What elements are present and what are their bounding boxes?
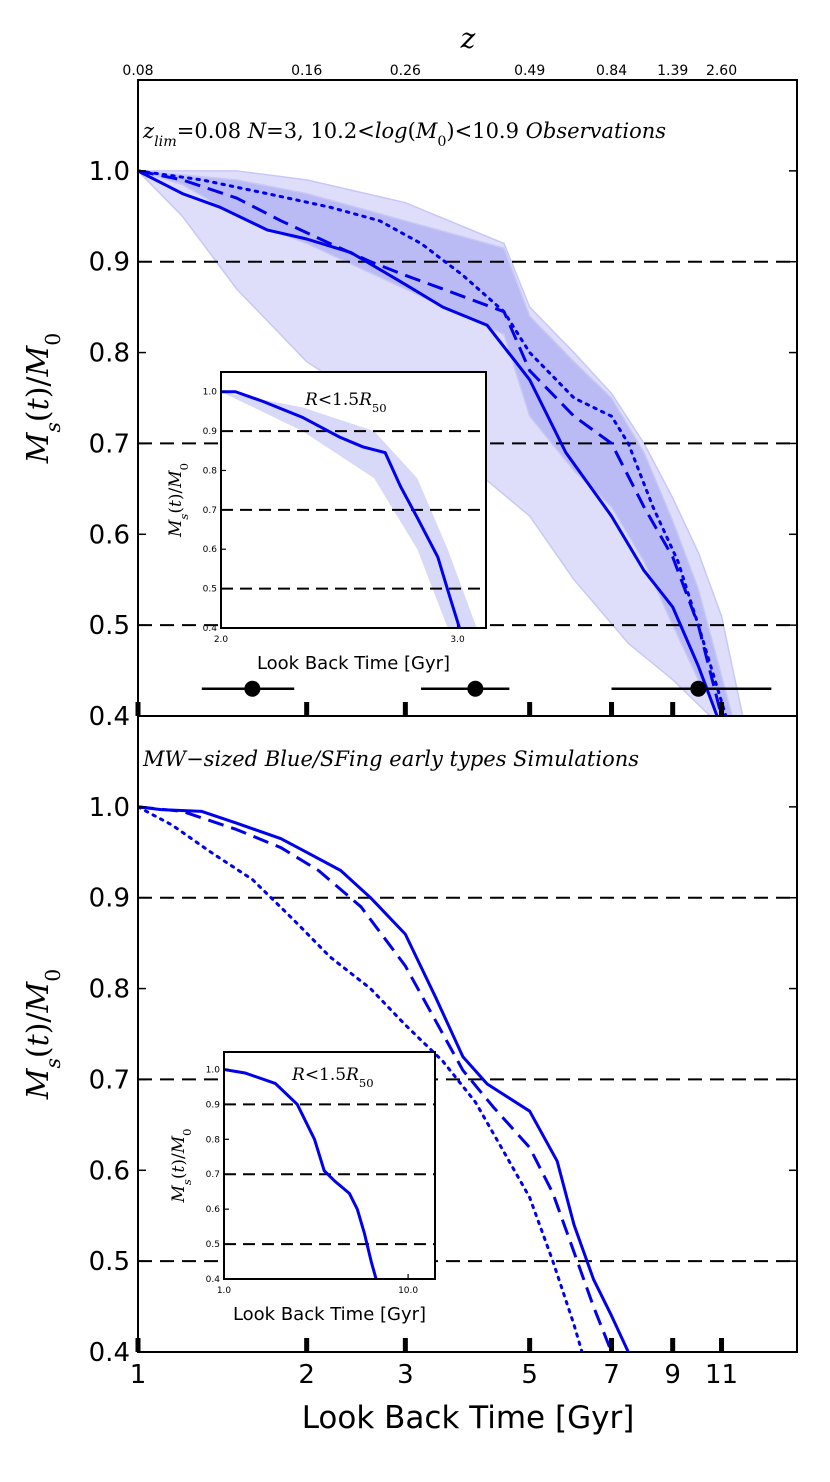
x-tick-label: 5 bbox=[521, 1360, 538, 1390]
x-tick-mark bbox=[402, 702, 408, 716]
series-solid bbox=[138, 169, 719, 716]
y-tick-label: 0.5 bbox=[89, 1247, 130, 1277]
series-dashed bbox=[138, 805, 613, 1352]
x-tick-label: 3 bbox=[397, 1360, 414, 1390]
inset-x-axis-title: Look Back Time [Gyr] bbox=[257, 653, 450, 674]
inset-x-tick-label: 1.0 bbox=[217, 1286, 232, 1296]
inset-annotation: R<1.5R50 bbox=[304, 390, 387, 415]
top-axis-tick-label: 0.16 bbox=[291, 63, 322, 79]
x-tick-mark bbox=[670, 702, 676, 716]
x-axis-title: Look Back Time [Gyr] bbox=[302, 1400, 635, 1436]
inset-y-tick-label: 0.7 bbox=[203, 506, 217, 516]
bottom-panel: 0.4 0.5 0.6 0.7 0.8 0.9 1.0 Ms(t)/M0 MW−sized Bl… bbox=[21, 715, 798, 1368]
error-bar-3 bbox=[611, 680, 772, 697]
inset-y-tick-label: 0.4 bbox=[206, 1275, 221, 1285]
inset-x-tick-label: 10.0 bbox=[398, 1286, 418, 1296]
x-tick-mark bbox=[527, 702, 533, 716]
x-tick-mark bbox=[402, 1338, 408, 1352]
x-tick-mark bbox=[719, 1338, 725, 1352]
inset-y-axis-title: Ms(t)/M0 bbox=[169, 1129, 194, 1204]
top-axis-tick-label: 2.60 bbox=[706, 63, 737, 79]
top-panel: 0.4 0.5 0.6 0.7 0.8 0.9 1.0 Ms(t)/M0 zlim=0.08 N… bbox=[21, 79, 798, 732]
inset-y-tick-label: 1.0 bbox=[203, 388, 218, 398]
y-tick-label: 1.0 bbox=[89, 793, 130, 823]
inset-annotation: R<1.5R50 bbox=[291, 1065, 374, 1090]
y-tick-label: 0.8 bbox=[89, 975, 130, 1005]
inset-x-tick-label: 3.0 bbox=[450, 635, 465, 645]
plot-frame bbox=[137, 715, 798, 1353]
x-tick-label: 9 bbox=[664, 1360, 681, 1390]
plot-area bbox=[138, 805, 797, 1352]
inset-y-tick-label: 0.9 bbox=[206, 1100, 221, 1110]
panel-annotation: zlim=0.08 N=3, 10.2<log(M0)<10.9 Observa… bbox=[142, 119, 666, 150]
top-axis-tick-label: 0.49 bbox=[514, 63, 545, 79]
y-tick-label: 0.5 bbox=[89, 611, 130, 641]
global-labels: z 0.08 0.16 0.26 0.49 0.84 1.39 2.60 1 2 3 5 7 9 11 Loo… bbox=[122, 22, 738, 1436]
series-dashed bbox=[138, 169, 723, 716]
inset-y-tick-label: 0.5 bbox=[206, 1240, 220, 1250]
panel-annotation: MW−sized Blue/SFing early types Simulati… bbox=[142, 747, 639, 771]
inset-y-tick-label: 0.6 bbox=[203, 545, 218, 555]
x-tick-label: 7 bbox=[603, 1360, 620, 1390]
y-tick-label: 0.6 bbox=[89, 1156, 130, 1186]
x-tick-label: 2 bbox=[298, 1360, 315, 1390]
top-axis-tick-label: 0.08 bbox=[122, 63, 153, 79]
x-tick-mark bbox=[609, 1338, 615, 1352]
y-axis-title: Ms(t)/M0 bbox=[21, 969, 65, 1100]
error-bar-point bbox=[467, 680, 484, 697]
series-solid bbox=[138, 805, 630, 1352]
inset-y-axis-title: Ms(t)/M0 bbox=[166, 463, 191, 538]
inset-frame bbox=[220, 371, 487, 629]
y-tick-label: 0.8 bbox=[89, 339, 130, 369]
y-tick-label: 0.7 bbox=[89, 429, 130, 459]
y-tick-label: 1.0 bbox=[89, 157, 130, 187]
inset-y-tick-label: 0.6 bbox=[206, 1205, 221, 1215]
x-tick-mark bbox=[719, 702, 725, 716]
inset-y-tick-label: 0.5 bbox=[203, 585, 217, 595]
top-axis-title: z bbox=[460, 22, 476, 55]
inset-y-tick-label: 0.8 bbox=[206, 1135, 221, 1145]
error-bar-point bbox=[244, 680, 261, 697]
y-tick-label: 0.4 bbox=[89, 702, 130, 732]
inset-y-tick-label: 0.8 bbox=[203, 466, 218, 476]
error-bar-1 bbox=[201, 680, 295, 697]
y-tick-label: 0.9 bbox=[89, 884, 130, 914]
error-bar-2 bbox=[421, 680, 510, 697]
x-tick-mark bbox=[670, 1338, 676, 1352]
inset-plot-area bbox=[224, 1068, 435, 1279]
inset-chart: 0.4 0.5 0.6 0.7 0.8 0.9 1.0 1.0 10.0 Look Back Ti… bbox=[169, 1051, 436, 1325]
y-tick-label: 0.7 bbox=[89, 1065, 130, 1095]
x-tick-mark bbox=[609, 702, 615, 716]
inset-y-tick-label: 0.7 bbox=[206, 1170, 220, 1180]
inset-x-tick-label: 2.0 bbox=[214, 635, 229, 645]
series-dotted bbox=[138, 169, 728, 716]
y-tick-label: 0.6 bbox=[89, 520, 130, 550]
x-tick-mark bbox=[135, 702, 141, 716]
inset-y-tick-label: 0.4 bbox=[203, 624, 218, 634]
top-axis-tick-label: 1.39 bbox=[657, 63, 688, 79]
inset-background bbox=[224, 1052, 435, 1279]
series-dotted bbox=[138, 805, 584, 1352]
inset-series-solid bbox=[221, 390, 461, 628]
y-axis-title: Ms(t)/M0 bbox=[21, 333, 65, 464]
inset-series-solid bbox=[224, 1068, 378, 1279]
x-tick-label: 11 bbox=[705, 1360, 738, 1390]
x-tick-mark bbox=[304, 702, 310, 716]
inset-y-tick-label: 1.0 bbox=[206, 1065, 221, 1075]
inset-y-tick-label: 0.9 bbox=[203, 427, 218, 437]
inset-frame bbox=[223, 1051, 436, 1280]
top-axis-tick-label: 0.26 bbox=[390, 63, 421, 79]
x-tick-mark bbox=[527, 1338, 533, 1352]
inset-plot-area bbox=[221, 390, 486, 628]
x-tick-mark bbox=[135, 1338, 141, 1352]
y-tick-label: 0.9 bbox=[89, 248, 130, 278]
y-tick-label: 0.4 bbox=[89, 1338, 130, 1368]
inset-x-axis-title: Look Back Time [Gyr] bbox=[233, 1304, 426, 1325]
x-tick-mark bbox=[304, 1338, 310, 1352]
top-axis-tick-label: 0.84 bbox=[596, 63, 627, 79]
x-tick-label: 1 bbox=[130, 1360, 147, 1390]
error-bar-point bbox=[690, 680, 707, 697]
